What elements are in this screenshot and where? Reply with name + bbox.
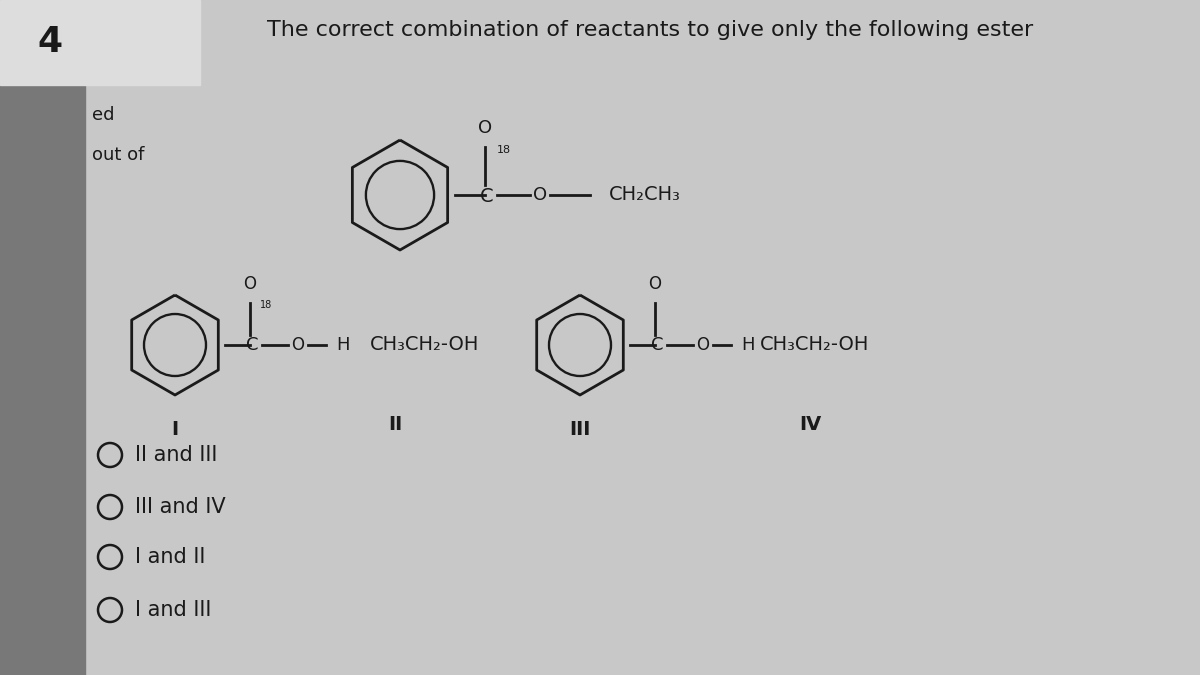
- Text: III: III: [569, 420, 590, 439]
- Text: O: O: [533, 186, 547, 204]
- Text: II: II: [388, 415, 402, 434]
- Text: 18: 18: [497, 145, 511, 155]
- Bar: [0, 0, 85, 675]
- Text: ed: ed: [92, 106, 114, 124]
- Text: IV: IV: [799, 415, 821, 434]
- Text: III and IV: III and IV: [134, 497, 226, 517]
- Bar: [0, 0, 200, 85]
- Text: The correct combination of reactants to give only the following ester: The correct combination of reactants to …: [266, 20, 1033, 40]
- Text: O: O: [292, 336, 305, 354]
- Text: H: H: [336, 336, 349, 354]
- Text: out of: out of: [92, 146, 144, 164]
- Text: C: C: [650, 336, 664, 354]
- Text: 4: 4: [37, 25, 62, 59]
- Text: C: C: [246, 336, 258, 354]
- Text: CH₂CH₃: CH₂CH₃: [610, 186, 680, 205]
- Text: H: H: [742, 336, 755, 354]
- Text: O: O: [478, 119, 492, 137]
- Text: II and III: II and III: [134, 445, 217, 465]
- Text: I and II: I and II: [134, 547, 205, 567]
- Text: C: C: [480, 188, 494, 207]
- Text: I: I: [172, 420, 179, 439]
- Text: 18: 18: [260, 300, 272, 310]
- Text: O: O: [648, 275, 661, 293]
- Text: O: O: [244, 275, 257, 293]
- Text: CH₃CH₂-OH: CH₃CH₂-OH: [760, 335, 869, 354]
- Text: I and III: I and III: [134, 600, 211, 620]
- Text: CH₃CH₂-OH: CH₃CH₂-OH: [370, 335, 479, 354]
- Text: O: O: [696, 336, 709, 354]
